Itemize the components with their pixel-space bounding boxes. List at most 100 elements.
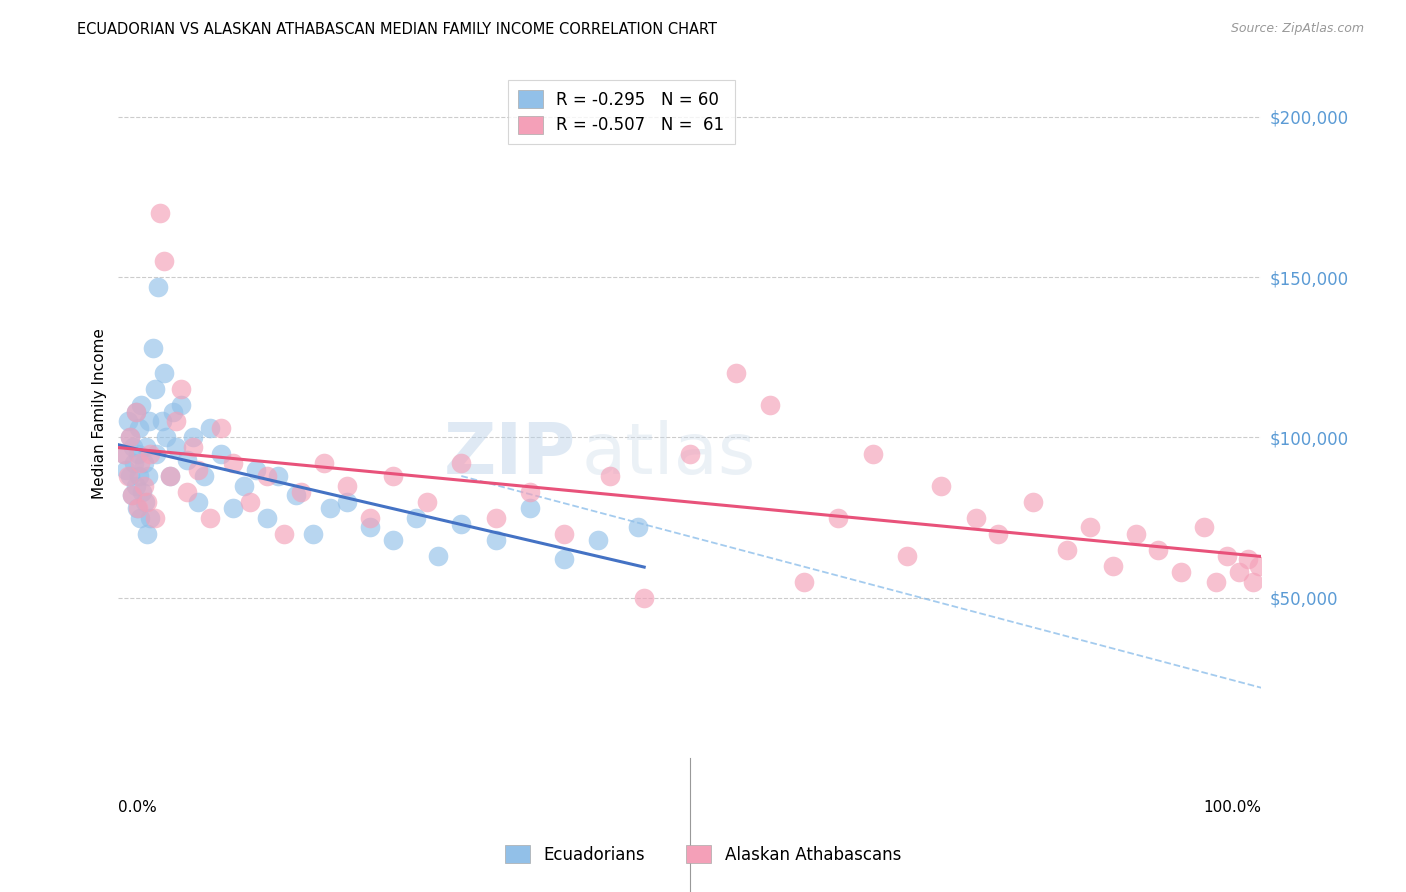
Text: 100.0%: 100.0% (1204, 800, 1261, 814)
Point (588, 533, 610, 548)
Point (209, 446, 232, 460)
Point (121, 488, 143, 502)
Point (124, 405, 146, 419)
Point (117, 414, 139, 428)
Point (165, 440, 187, 454)
Point (1125, 526, 1147, 541)
Point (987, 526, 1010, 541)
Point (139, 510, 162, 524)
Point (143, 510, 166, 524)
Point (1078, 520, 1101, 534)
Point (256, 469, 278, 483)
Point (159, 469, 181, 483)
Point (245, 462, 267, 476)
Point (124, 478, 146, 492)
Point (1192, 520, 1215, 534)
Point (198, 421, 221, 435)
Point (136, 526, 159, 541)
Point (159, 469, 181, 483)
Point (124, 405, 146, 419)
Point (284, 488, 307, 502)
Point (187, 494, 209, 508)
Point (115, 462, 138, 476)
Point (129, 456, 152, 470)
Point (112, 446, 135, 460)
Point (896, 549, 918, 564)
Point (1101, 558, 1123, 573)
Point (118, 430, 141, 444)
Point (129, 398, 152, 412)
Point (627, 520, 650, 534)
Point (128, 469, 150, 483)
Point (138, 414, 160, 428)
Point (1022, 494, 1045, 508)
Point (162, 405, 184, 419)
Legend: Ecuadorians, Alaskan Athabascans: Ecuadorians, Alaskan Athabascans (498, 838, 908, 871)
Point (416, 494, 439, 508)
Text: 0.0%: 0.0% (118, 800, 157, 814)
Point (519, 501, 541, 516)
Point (142, 341, 165, 355)
Point (148, 279, 170, 293)
Point (381, 533, 404, 548)
Point (170, 398, 193, 412)
Point (427, 549, 450, 564)
Point (381, 469, 404, 483)
Point (1170, 566, 1192, 580)
Point (134, 494, 156, 508)
Point (1056, 542, 1078, 557)
Point (124, 456, 146, 470)
Point (125, 501, 148, 516)
Point (118, 469, 141, 483)
Point (1216, 549, 1239, 564)
Point (450, 517, 472, 532)
Point (176, 453, 198, 467)
Point (198, 510, 221, 524)
Point (153, 254, 176, 268)
Point (405, 510, 427, 524)
Point (359, 520, 381, 534)
Point (965, 510, 987, 524)
Point (633, 591, 655, 605)
Point (112, 446, 135, 460)
Point (176, 485, 198, 500)
Point (359, 510, 381, 524)
Point (827, 510, 849, 524)
Point (301, 526, 323, 541)
Point (336, 494, 359, 508)
Point (129, 510, 152, 524)
Point (519, 485, 541, 500)
Point (1227, 566, 1250, 580)
Point (862, 446, 884, 460)
Point (793, 574, 815, 589)
Point (135, 440, 157, 454)
Point (139, 446, 162, 460)
Point (150, 414, 173, 428)
Point (131, 485, 153, 500)
Point (450, 456, 472, 470)
Point (127, 501, 149, 516)
Legend: R = -0.295   N = 60, R = -0.507   N =  61: R = -0.295 N = 60, R = -0.507 N = 61 (508, 80, 734, 145)
Point (233, 478, 256, 492)
Point (136, 494, 159, 508)
Point (118, 430, 141, 444)
Y-axis label: Median Family Income: Median Family Income (93, 328, 107, 499)
Point (553, 552, 575, 566)
Point (553, 526, 575, 541)
Point (336, 478, 359, 492)
Point (256, 510, 278, 524)
Point (153, 367, 176, 381)
Point (209, 421, 232, 435)
Point (484, 510, 506, 524)
Point (1205, 574, 1227, 589)
Point (181, 430, 204, 444)
Point (121, 488, 143, 502)
Point (193, 469, 215, 483)
Point (931, 478, 953, 492)
Point (181, 440, 204, 454)
Text: atlas: atlas (581, 420, 755, 490)
Point (222, 501, 245, 516)
Point (484, 533, 506, 548)
Point (267, 469, 290, 483)
Point (599, 469, 621, 483)
